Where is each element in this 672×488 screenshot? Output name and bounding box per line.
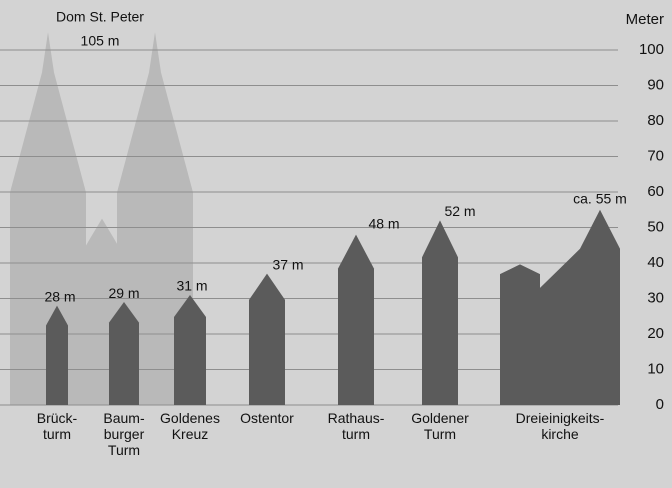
- y-tick-label: 0: [656, 396, 664, 413]
- value-label: ca. 55 m: [573, 190, 627, 206]
- value-label: 28 m: [44, 288, 75, 304]
- tower: [422, 220, 458, 405]
- y-tick-label: 80: [647, 112, 664, 129]
- y-tick-label: 100: [639, 41, 664, 58]
- value-label: 37 m: [272, 256, 303, 272]
- value-label: 48 m: [368, 215, 399, 231]
- tower: [338, 234, 374, 405]
- y-tick-label: 90: [647, 76, 664, 93]
- value-label: 31 m: [176, 278, 207, 294]
- value-label: 105 m: [81, 33, 120, 49]
- category-label: Goldener Turm: [411, 410, 469, 442]
- tower: [109, 302, 139, 405]
- cathedral: [10, 32, 193, 405]
- y-tick-label: 30: [647, 289, 664, 306]
- tower: [46, 305, 68, 405]
- category-label: Ostentor: [240, 410, 294, 426]
- category-label: Dreieinigkeits- kirche: [515, 410, 605, 442]
- category-label: Dom St. Peter: [56, 9, 144, 25]
- y-tick-label: 50: [647, 218, 664, 235]
- category-label: Goldenes Kreuz: [160, 410, 220, 442]
- tower: [174, 294, 206, 405]
- category-label: Brück- turm: [36, 410, 78, 442]
- category-label: Baum- burger Turm: [103, 410, 145, 458]
- value-label: 29 m: [108, 285, 139, 301]
- axis-label: Meter: [626, 11, 664, 28]
- y-tick-label: 40: [647, 254, 664, 271]
- y-tick-label: 10: [647, 360, 664, 377]
- tower: [249, 273, 285, 405]
- tower: [500, 209, 620, 405]
- y-tick-label: 20: [647, 325, 664, 342]
- category-label: Rathaus- turm: [327, 410, 385, 442]
- value-label: 52 m: [444, 203, 475, 219]
- y-tick-label: 70: [647, 147, 664, 164]
- y-tick-label: 60: [647, 183, 664, 200]
